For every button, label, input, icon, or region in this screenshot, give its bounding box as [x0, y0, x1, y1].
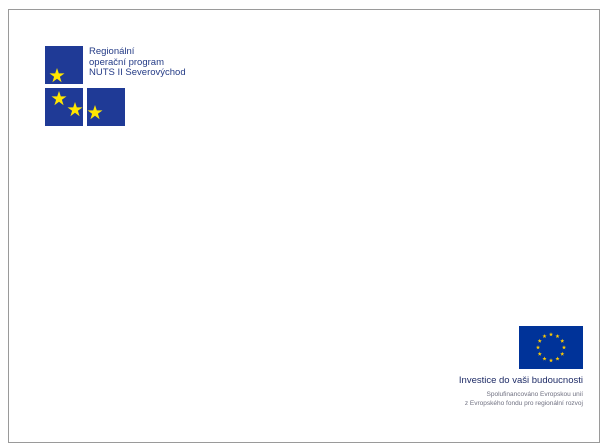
stars-icon	[45, 88, 83, 126]
logo-line-3: NUTS II Severovýchod	[89, 67, 186, 78]
eu-star-icon	[542, 334, 547, 339]
eu-star-icon	[548, 332, 554, 337]
eu-funding-block: Investice do vaši budoucnosti Spolufinan…	[391, 326, 591, 432]
star-icon	[87, 88, 125, 126]
eu-star-icon	[560, 351, 565, 356]
logo-text: Regionální operační program NUTS II Seve…	[89, 46, 186, 79]
eu-star-icon	[555, 356, 560, 361]
logo-line-2: operační program	[89, 56, 164, 68]
star-icon	[45, 46, 83, 84]
logo-square-bottom-right	[87, 88, 125, 126]
eu-star-icon	[561, 345, 567, 350]
logo-line-1: Regionální	[89, 46, 135, 57]
eu-star-icon	[535, 345, 541, 350]
eu-star-icon	[548, 358, 554, 363]
eu-star-icon	[560, 338, 565, 343]
letterhead-page: Regionální operační program NUTS II Seve…	[8, 9, 600, 443]
eu-cofinance-line-2: z Evropského fondu pro regionální rozvoj	[464, 400, 583, 407]
eu-cofinance-line-1: Spolufinancováno Evropskou unií	[486, 391, 583, 398]
eu-slogan: Investice do vaši budoucnosti	[458, 375, 583, 386]
logo-square-bottom-left	[45, 88, 83, 126]
eu-star-icon	[537, 351, 542, 356]
eu-star-icon	[537, 338, 542, 343]
logo-square-top	[45, 46, 83, 84]
eu-star-icon	[555, 334, 560, 339]
eu-star-icon	[542, 356, 547, 361]
eu-flag-icon	[519, 326, 583, 369]
rop-logo: Regionální operační program NUTS II Seve…	[45, 46, 245, 136]
